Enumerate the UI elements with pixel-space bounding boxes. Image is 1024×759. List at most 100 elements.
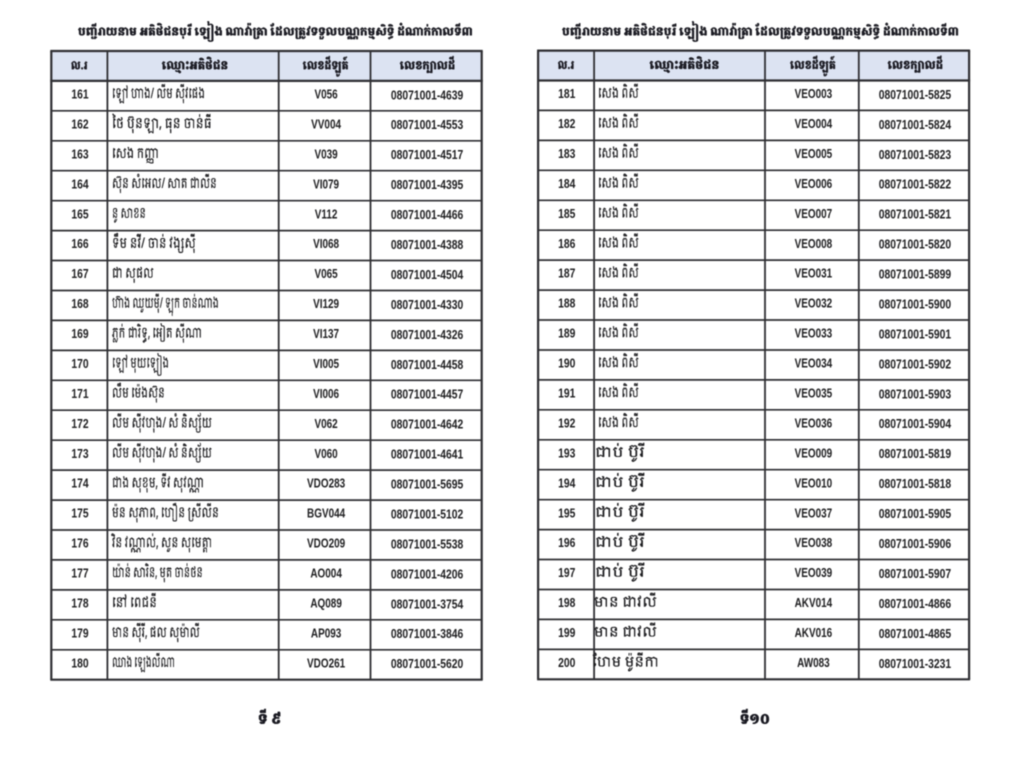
- svg-text:190: 190: [558, 358, 575, 371]
- svg-text:182: 182: [558, 118, 575, 131]
- svg-text:08071001-5824: 08071001-5824: [879, 119, 952, 132]
- svg-text:VEO006: VEO006: [795, 178, 833, 191]
- svg-text:VDO209: VDO209: [307, 538, 345, 551]
- svg-text:VEO007: VEO007: [795, 208, 833, 221]
- svg-text:VEO003: VEO003: [795, 88, 833, 101]
- svg-text:166: 166: [71, 238, 88, 251]
- svg-text:173: 173: [71, 448, 88, 461]
- svg-text:08071001-4639: 08071001-4639: [391, 89, 463, 102]
- svg-text:161: 161: [71, 89, 89, 102]
- svg-text:08071001-5899: 08071001-5899: [879, 269, 951, 282]
- svg-text:08071001-5901: 08071001-5901: [879, 329, 952, 342]
- svg-text:08071001-4458: 08071001-4458: [391, 359, 464, 372]
- svg-text:VEO034: VEO034: [795, 358, 833, 371]
- svg-text:08071001-5821: 08071001-5821: [879, 209, 952, 222]
- svg-text:AQ089: AQ089: [310, 597, 342, 610]
- svg-text:08071001-5907: 08071001-5907: [879, 568, 951, 581]
- svg-text:194: 194: [558, 477, 576, 490]
- svg-text:AKV016: AKV016: [795, 627, 833, 640]
- svg-text:176: 176: [71, 538, 88, 551]
- svg-text:V112: V112: [315, 208, 338, 221]
- svg-text:08071001-3846: 08071001-3846: [391, 628, 463, 641]
- svg-text:V065: V065: [314, 268, 337, 281]
- svg-text:184: 184: [558, 178, 576, 191]
- svg-text:179: 179: [71, 628, 88, 641]
- svg-text:VI079: VI079: [313, 178, 339, 191]
- svg-text:VEO036: VEO036: [795, 417, 833, 430]
- svg-text:195: 195: [558, 507, 576, 520]
- svg-text:08071001-4466: 08071001-4466: [391, 209, 463, 222]
- svg-text:08071001-5903: 08071001-5903: [879, 388, 951, 401]
- svg-text:169: 169: [71, 328, 88, 341]
- svg-text:08071001-4206: 08071001-4206: [391, 568, 463, 581]
- svg-text:08071001-5819: 08071001-5819: [879, 448, 951, 461]
- svg-text:171: 171: [71, 388, 89, 401]
- svg-text:VI137: VI137: [313, 328, 339, 341]
- svg-text:VEO010: VEO010: [795, 477, 833, 490]
- svg-text:VDO283: VDO283: [307, 478, 345, 491]
- svg-text:192: 192: [558, 418, 575, 431]
- svg-text:170: 170: [71, 358, 88, 371]
- svg-text:08071001-4866: 08071001-4866: [879, 598, 951, 611]
- svg-text:163: 163: [71, 149, 88, 162]
- svg-text:AKV014: AKV014: [795, 597, 833, 610]
- svg-text:08071001-5904: 08071001-5904: [879, 418, 952, 431]
- svg-text:08071001-5102: 08071001-5102: [391, 509, 463, 522]
- svg-text:183: 183: [558, 148, 575, 161]
- svg-text:08071001-5818: 08071001-5818: [879, 478, 952, 491]
- svg-text:172: 172: [71, 418, 88, 431]
- svg-text:187: 187: [558, 268, 575, 281]
- svg-text:08071001-4326: 08071001-4326: [391, 329, 463, 342]
- svg-text:08071001-4457: 08071001-4457: [391, 389, 463, 402]
- svg-text:VEO033: VEO033: [795, 328, 833, 341]
- svg-text:197: 197: [558, 567, 575, 580]
- svg-text:V039: V039: [314, 148, 337, 161]
- svg-text:08071001-4504: 08071001-4504: [391, 269, 464, 282]
- svg-text:VEO031: VEO031: [795, 268, 833, 281]
- svg-text:V062: V062: [314, 418, 337, 431]
- svg-text:08071001-5538: 08071001-5538: [391, 539, 464, 552]
- svg-text:08071001-5906: 08071001-5906: [879, 538, 951, 551]
- svg-text:VEO038: VEO038: [795, 537, 833, 550]
- svg-text:181: 181: [558, 88, 576, 101]
- svg-text:VEO039: VEO039: [795, 567, 833, 580]
- svg-text:189: 189: [558, 328, 575, 341]
- svg-text:VEO008: VEO008: [795, 238, 833, 251]
- svg-text:08071001-4642: 08071001-4642: [391, 419, 463, 432]
- svg-text:175: 175: [71, 508, 89, 521]
- svg-text:AO004: AO004: [310, 568, 342, 581]
- svg-text:VI068: VI068: [313, 238, 339, 251]
- svg-text:VEO005: VEO005: [795, 148, 833, 161]
- svg-text:VEO032: VEO032: [795, 298, 833, 311]
- svg-text:174: 174: [71, 478, 89, 491]
- svg-text:178: 178: [71, 598, 89, 611]
- svg-text:08071001-5820: 08071001-5820: [879, 239, 951, 252]
- svg-text:185: 185: [558, 208, 576, 221]
- svg-text:AW083: AW083: [797, 657, 830, 670]
- svg-text:200: 200: [558, 657, 575, 670]
- svg-text:08071001-4517: 08071001-4517: [391, 149, 463, 162]
- svg-text:VI005: VI005: [313, 358, 339, 371]
- svg-text:162: 162: [71, 119, 88, 132]
- svg-text:VDO261: VDO261: [307, 657, 345, 670]
- svg-text:08071001-5900: 08071001-5900: [879, 299, 951, 312]
- svg-text:193: 193: [558, 448, 575, 461]
- svg-text:08071001-4395: 08071001-4395: [391, 179, 464, 192]
- svg-text:VV004: VV004: [311, 118, 341, 131]
- svg-text:180: 180: [71, 658, 88, 671]
- svg-text:08071001-4865: 08071001-4865: [879, 628, 952, 641]
- svg-text:165: 165: [71, 208, 89, 221]
- svg-text:08071001-4641: 08071001-4641: [391, 449, 464, 462]
- svg-text:08071001-5905: 08071001-5905: [879, 508, 952, 521]
- svg-text:188: 188: [558, 298, 576, 311]
- svg-text:168: 168: [71, 298, 89, 311]
- svg-text:08071001-4553: 08071001-4553: [391, 119, 463, 132]
- svg-text:198: 198: [558, 597, 576, 610]
- svg-text:VI006: VI006: [313, 388, 339, 401]
- svg-text:08071001-5823: 08071001-5823: [879, 149, 951, 162]
- svg-text:08071001-4388: 08071001-4388: [391, 239, 464, 252]
- svg-text:177: 177: [71, 568, 88, 581]
- svg-text:191: 191: [558, 388, 576, 401]
- svg-text:VEO009: VEO009: [795, 447, 833, 460]
- svg-text:VEO004: VEO004: [795, 118, 833, 131]
